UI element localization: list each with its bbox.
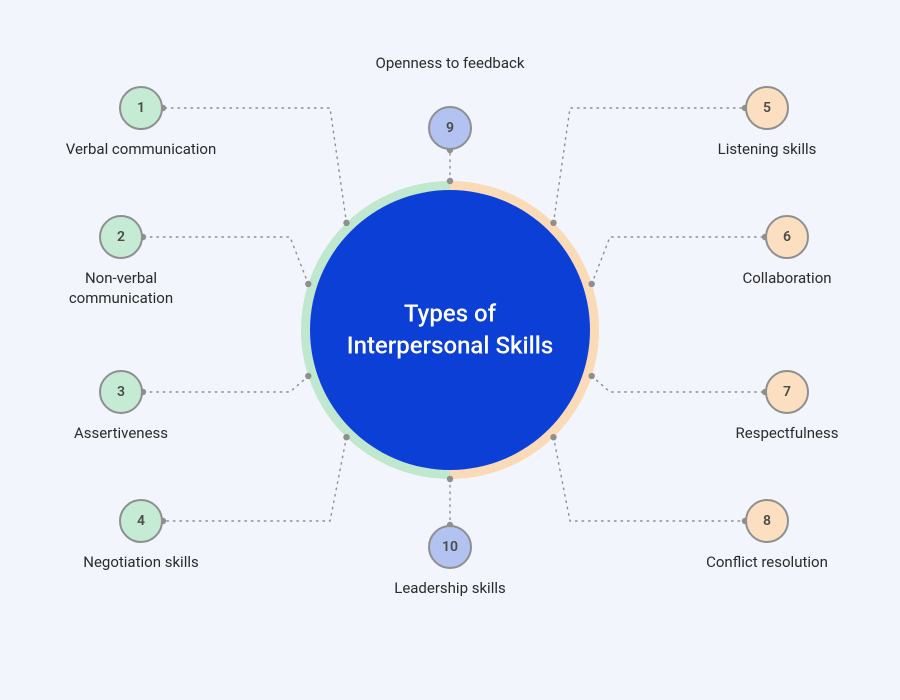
- connector-joint-dot: [343, 220, 349, 226]
- connector: [163, 108, 346, 223]
- connector-joint-dot: [305, 373, 311, 379]
- skill-node-label: Assertiveness: [31, 424, 211, 444]
- skill-node: 9: [428, 106, 472, 150]
- skill-node-label: Non-verbal communication: [31, 269, 211, 308]
- skill-node-label: Negotiation skills: [51, 553, 231, 573]
- connector-joint-dot: [589, 281, 595, 287]
- skill-node: 2: [99, 215, 143, 259]
- skill-node: 4: [119, 499, 163, 543]
- skill-node: 5: [745, 86, 789, 130]
- diagram-stage: Types of Interpersonal Skills1Verbal com…: [0, 0, 900, 700]
- skill-node-number: 6: [783, 229, 791, 245]
- skill-node: 1: [119, 86, 163, 130]
- connector-joint-dot: [589, 373, 595, 379]
- skill-node-label: Respectfulness: [697, 424, 877, 444]
- skill-node: 10: [428, 525, 472, 569]
- skill-node-label: Listening skills: [677, 140, 857, 160]
- connector: [143, 376, 308, 392]
- skill-node-number: 1: [137, 100, 145, 116]
- skill-node-number: 10: [442, 539, 458, 555]
- connector-joint-dot: [447, 178, 453, 184]
- connector-joint-dot: [343, 434, 349, 440]
- skill-node-number: 8: [763, 513, 771, 529]
- connector-joint-dot: [305, 281, 311, 287]
- skill-node-number: 4: [137, 513, 145, 529]
- skill-node-label: Conflict resolution: [677, 553, 857, 573]
- skill-node-label: Openness to feedback: [360, 54, 540, 74]
- skill-node-number: 5: [763, 100, 771, 116]
- connector: [554, 108, 745, 223]
- skill-node-number: 3: [117, 384, 125, 400]
- skill-node-number: 7: [783, 384, 791, 400]
- skill-node: 7: [765, 370, 809, 414]
- skill-node: 3: [99, 370, 143, 414]
- skill-node-number: 9: [446, 120, 454, 136]
- hub-circle: [310, 190, 590, 470]
- skill-node-label: Verbal communication: [51, 140, 231, 160]
- skill-node-label: Leadership skills: [360, 579, 540, 599]
- connector: [163, 437, 346, 521]
- skill-node-label: Collaboration: [697, 269, 877, 289]
- skill-node-number: 2: [117, 229, 125, 245]
- skill-node: 6: [765, 215, 809, 259]
- connector: [554, 437, 745, 521]
- connector: [592, 376, 765, 392]
- connector-joint-dot: [550, 434, 556, 440]
- connector-joint-dot: [447, 476, 453, 482]
- skill-node: 8: [745, 499, 789, 543]
- connector-joint-dot: [550, 220, 556, 226]
